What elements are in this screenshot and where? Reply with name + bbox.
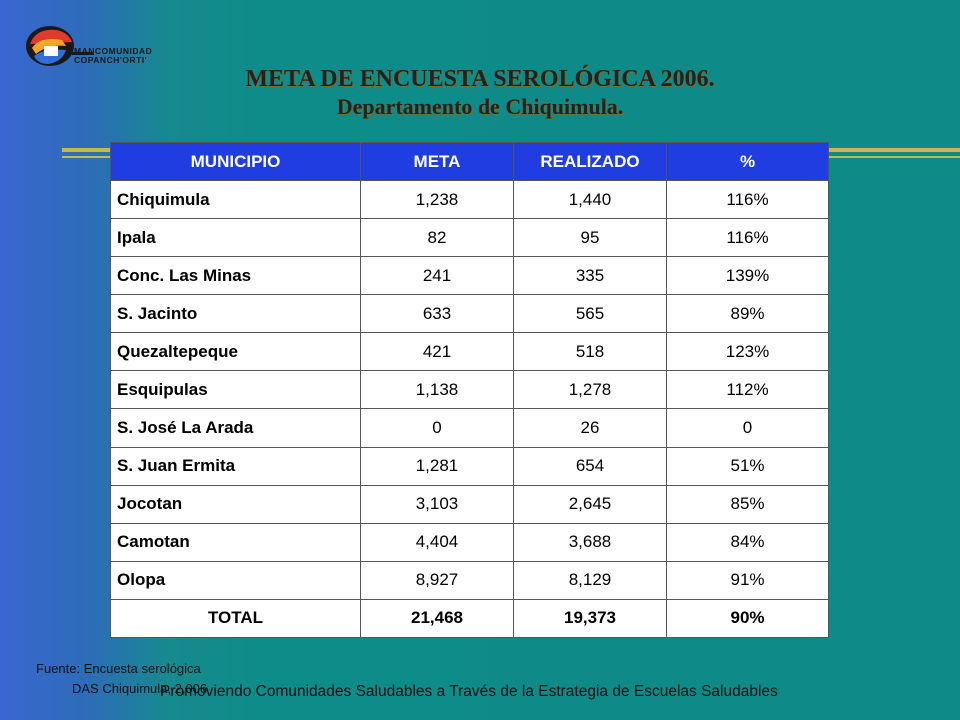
cell-realizado: 518 xyxy=(513,332,667,372)
cell-percent: 123% xyxy=(666,332,829,372)
table-row: Jocotan 3,103 2,645 85% xyxy=(110,484,829,524)
cell-percent: 51% xyxy=(666,446,829,486)
cell-percent: 85% xyxy=(666,484,829,524)
cell-realizado: 335 xyxy=(513,256,667,296)
cell-municipio: Jocotan xyxy=(110,484,361,524)
cell-meta: 1,138 xyxy=(360,370,514,410)
cell-realizado: 8,129 xyxy=(513,560,667,600)
cell-meta: 633 xyxy=(360,294,514,334)
cell-meta: 82 xyxy=(360,218,514,258)
cell-realizado: 1,278 xyxy=(513,370,667,410)
source-line2: DAS Chiquimula, 2,006 xyxy=(72,681,208,696)
header-meta: META xyxy=(360,142,514,181)
cell-municipio: Esquipulas xyxy=(110,370,361,410)
total-meta: 21,468 xyxy=(360,598,514,639)
table-row: S. José La Arada 0 26 0 xyxy=(110,408,829,448)
source-note: Fuente: Encuesta serológica DAS Chiquimu… xyxy=(36,659,207,699)
header-percent: % xyxy=(666,142,829,181)
table-row: Olopa 8,927 8,129 91% xyxy=(110,560,829,600)
cell-municipio: Olopa xyxy=(110,560,361,600)
cell-percent: 0 xyxy=(666,408,829,448)
cell-meta: 1,238 xyxy=(360,179,514,220)
cell-percent: 116% xyxy=(666,218,829,258)
table-header-row: MUNICIPIO META REALIZADO % xyxy=(110,142,829,181)
cell-municipio: Conc. Las Minas xyxy=(110,256,361,296)
cell-percent: 84% xyxy=(666,522,829,562)
cell-municipio: S. José La Arada xyxy=(110,408,361,448)
cell-realizado: 2,645 xyxy=(513,484,667,524)
logo-text-line1: MANCOMUNIDAD xyxy=(74,46,153,56)
cell-realizado: 565 xyxy=(513,294,667,334)
total-label: TOTAL xyxy=(110,598,361,639)
footer-slogan: Promoviendo Comunidades Saludables a Tra… xyxy=(160,683,778,700)
table-row: Ipala 82 95 116% xyxy=(110,218,829,258)
cell-percent: 89% xyxy=(666,294,829,334)
cell-realizado: 3,688 xyxy=(513,522,667,562)
cell-percent: 116% xyxy=(666,179,829,220)
data-table: MUNICIPIO META REALIZADO % Chiquimula 1,2… xyxy=(110,142,829,639)
header-municipio: MUNICIPIO xyxy=(110,142,361,181)
cell-municipio: Chiquimula xyxy=(110,179,361,220)
header-realizado: REALIZADO xyxy=(513,142,667,181)
mancomunidad-logo-icon xyxy=(26,26,94,66)
table-row: S. Jacinto 633 565 89% xyxy=(110,294,829,334)
cell-percent: 112% xyxy=(666,370,829,410)
source-line1: Fuente: Encuesta serológica xyxy=(36,661,201,676)
decorative-rule-left xyxy=(62,148,110,152)
cell-municipio: S. Juan Ermita xyxy=(110,446,361,486)
page-subtitle: Departamento de Chiquimula. xyxy=(336,94,624,119)
table-body: Chiquimula 1,238 1,440 116% Ipala 82 95 116% Con… xyxy=(110,179,829,639)
cell-meta: 1,281 xyxy=(360,446,514,486)
cell-municipio: Ipala xyxy=(110,218,361,258)
cell-meta: 8,927 xyxy=(360,560,514,600)
table-total-row: TOTAL 21,468 19,373 90% xyxy=(110,598,829,639)
page-title: META DE ENCUESTA SEROLÓGICA 2006. xyxy=(245,66,715,92)
cell-percent: 91% xyxy=(666,560,829,600)
cell-municipio: Quezaltepeque xyxy=(110,332,361,372)
cell-municipio: Camotan xyxy=(110,522,361,562)
cell-realizado: 95 xyxy=(513,218,667,258)
cell-meta: 421 xyxy=(360,332,514,372)
table-row: Conc. Las Minas 241 335 139% xyxy=(110,256,829,296)
logo-text-line2: COPANCH'ORTI' xyxy=(74,55,148,65)
decorative-rule-right-thin xyxy=(828,156,960,158)
table-row: Camotan 4,404 3,688 84% xyxy=(110,522,829,562)
decorative-rule-right xyxy=(828,148,960,152)
cell-realizado: 26 xyxy=(513,408,667,448)
cell-realizado: 654 xyxy=(513,446,667,486)
total-percent: 90% xyxy=(666,598,829,639)
decorative-rule-left-thin xyxy=(62,156,110,158)
cell-meta: 4,404 xyxy=(360,522,514,562)
cell-meta: 0 xyxy=(360,408,514,448)
table-row: Quezaltepeque 421 518 123% xyxy=(110,332,829,372)
cell-realizado: 1,440 xyxy=(513,179,667,220)
cell-municipio: S. Jacinto xyxy=(110,294,361,334)
logo-text: MANCOMUNIDAD COPANCH'ORTI' xyxy=(74,47,152,65)
table-row: Esquipulas 1,138 1,278 112% xyxy=(110,370,829,410)
table-row: Chiquimula 1,238 1,440 116% xyxy=(110,179,829,220)
table-row: S. Juan Ermita 1,281 654 51% xyxy=(110,446,829,486)
serology-table: MUNICIPIO META REALIZADO % Chiquimula 1,2… xyxy=(110,142,829,639)
total-realizado: 19,373 xyxy=(513,598,667,639)
cell-meta: 241 xyxy=(360,256,514,296)
cell-percent: 139% xyxy=(666,256,829,296)
cell-meta: 3,103 xyxy=(360,484,514,524)
